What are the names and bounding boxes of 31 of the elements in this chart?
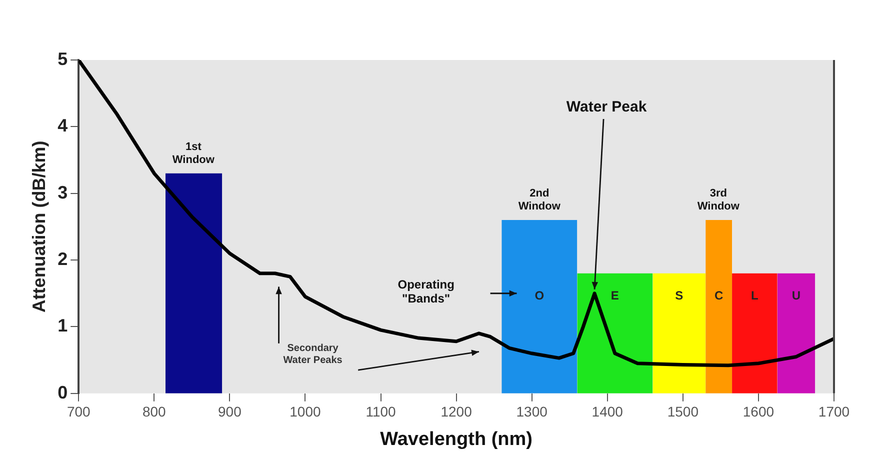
annotation: 3rd Window: [697, 188, 740, 213]
x-axis-title: Wavelength (nm): [380, 428, 532, 450]
series-label: E: [610, 288, 619, 302]
y-tick-label: 0: [58, 382, 68, 402]
series-label: S: [675, 288, 684, 302]
annotation: Water Peak: [566, 98, 648, 116]
annotation: Operating "Bands": [398, 278, 454, 306]
x-tick-label: 1300: [516, 404, 548, 420]
x-tick-label: 1700: [818, 404, 850, 420]
y-tick-label: 5: [58, 48, 68, 69]
x-tick-label: 1100: [366, 404, 396, 420]
y-tick-label: 3: [58, 182, 68, 202]
x-tick-label: 1500: [667, 404, 699, 420]
y-axis-title: Attenuation (dB/km): [28, 140, 49, 313]
y-tick-label: 4: [58, 116, 68, 136]
series-label: U: [792, 288, 801, 302]
x-tick-label: 900: [218, 404, 242, 420]
y-tick-label: 2: [58, 249, 68, 270]
x-tick-label: 1400: [592, 404, 624, 420]
series-label: C: [714, 288, 724, 302]
annotation: Secondary Water Peaks: [283, 342, 343, 366]
x-tick-label: 700: [66, 404, 91, 420]
x-tick-label: 1200: [440, 404, 472, 420]
x-tick-label: 1600: [742, 404, 774, 420]
x-tick-label: 800: [142, 404, 166, 420]
annotation: 2nd Window: [518, 188, 561, 213]
annotation: 1st Window: [172, 140, 215, 166]
y-tick-label: 1: [58, 316, 68, 336]
series-label: L: [751, 288, 758, 302]
x-tick-label: 1000: [290, 404, 322, 420]
series-label: O: [534, 288, 544, 302]
